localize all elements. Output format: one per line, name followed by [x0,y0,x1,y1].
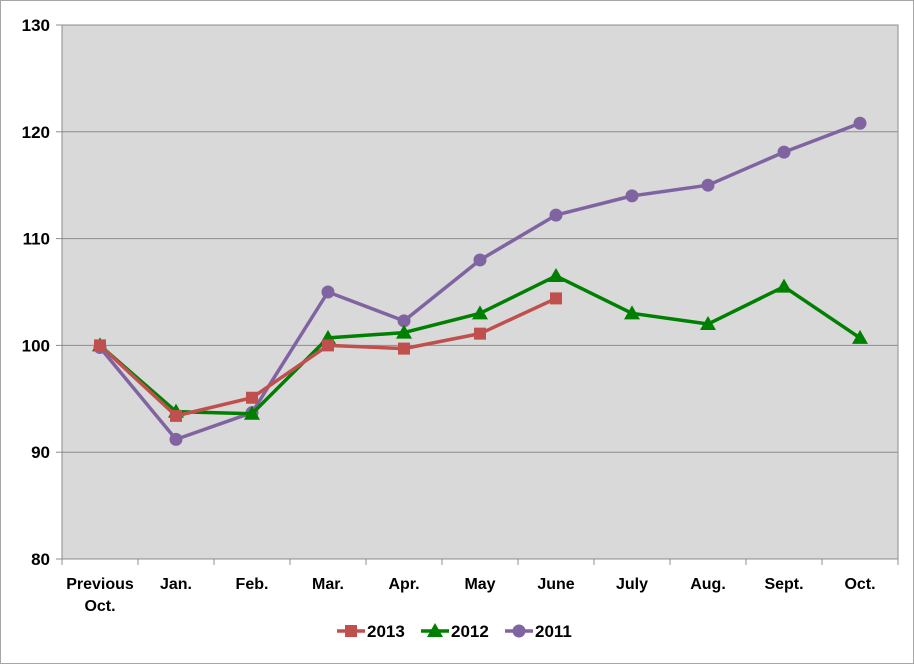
data-point-2012 [396,324,412,339]
data-point-2013 [246,391,258,404]
x-tick-label: July [616,576,648,593]
data-point-2012 [700,316,716,331]
legend-marker [345,625,357,637]
data-point-2011 [701,178,715,192]
x-tick-label: June [537,576,574,593]
legend-label: 2012 [451,622,489,641]
data-point-2011 [473,253,487,267]
y-tick-label: 120 [22,123,50,142]
data-point-2011 [397,314,411,328]
x-tick-label: Sept. [764,576,803,593]
legend-item-2012: 2012 [421,622,489,641]
x-tick-label: Previous Oct. [66,576,134,615]
legend-item-2011: 2011 [505,622,572,641]
x-tick-label: Mar. [312,576,344,593]
legend-marker [512,624,526,638]
y-tick-label: 80 [31,550,50,569]
legend-label: 2013 [367,622,405,641]
legend-item-2013: 2013 [337,622,405,641]
data-point-2011 [777,145,791,159]
legend: 2013 2012 2011 [337,622,572,641]
gridlines [62,131,898,453]
x-tick-label: May [464,576,495,593]
x-tick-label: Aug. [690,576,726,593]
x-tick-label: Oct. [844,576,875,593]
y-tick-label: 110 [23,230,50,249]
data-point-2012 [852,329,868,344]
data-point-2011 [853,116,867,130]
data-point-2012 [776,278,792,293]
y-tick-label: 100 [22,336,50,355]
x-tick-label: Jan. [160,576,192,593]
plot-area [61,24,899,560]
data-point-2013 [398,342,410,355]
data-point-2013 [550,292,562,305]
axes: 80 90 100 110 120 130 Previous Oct. Jan. Feb. Mar.… [22,16,899,615]
data-point-2011 [169,432,183,446]
data-point-2012 [548,267,564,282]
series-2011 [93,116,867,446]
y-tick-label: 130 [22,16,50,35]
data-point-2012 [624,305,640,320]
data-point-2011 [549,208,563,222]
series-layer [92,116,868,446]
x-tick-label: Feb. [236,576,269,593]
data-point-2011 [321,285,335,299]
data-point-2012 [472,305,488,320]
data-point-2011 [625,189,639,203]
y-tick-label: 90 [31,443,50,462]
x-tick-label: Apr. [388,576,419,593]
legend-marker [427,623,443,637]
data-point-2012 [244,405,260,420]
series-2013 [94,292,562,422]
data-point-2013 [170,409,182,422]
data-point-2013 [322,339,334,352]
data-point-2013 [474,327,486,340]
data-point-2013 [94,339,106,352]
legend-label: 2011 [535,622,572,641]
